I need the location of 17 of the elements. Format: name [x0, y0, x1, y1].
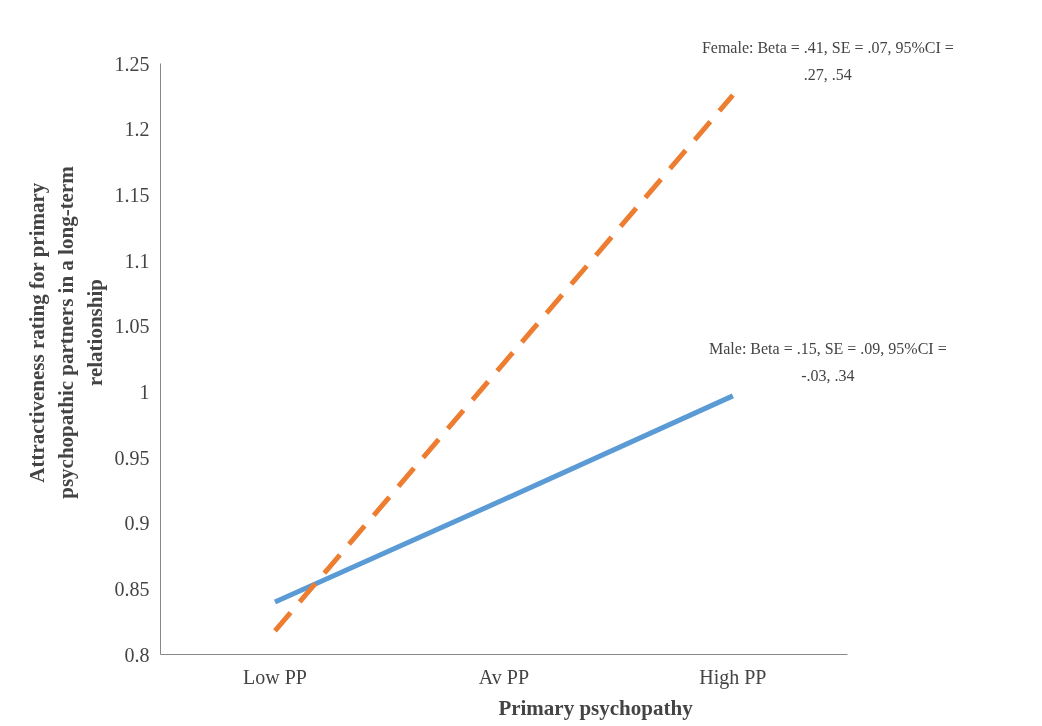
- x-tick-label: Low PP: [243, 665, 307, 688]
- y-tick-label: 1.05: [114, 315, 150, 338]
- y-tick-label: 1.15: [114, 183, 150, 206]
- x-tick-label: High PP: [699, 665, 767, 689]
- y-tick-label: 0.9: [124, 512, 150, 535]
- y-axis-title: Attractiveness rating for primary psychopathic partners in a long-term relationship: [24, 165, 107, 499]
- y-tick-label: 0.85: [114, 577, 150, 600]
- y-tick-label: 0.8: [124, 643, 150, 666]
- y-tick-label: 1.2: [124, 118, 150, 141]
- x-tick-label: Av PP: [478, 665, 530, 688]
- y-tick-label: 1: [139, 380, 150, 403]
- annotation: Female: Beta = .41, SE = .07, 95%CI = .27, .54: [701, 38, 954, 84]
- y-tick-label: 1.25: [114, 52, 150, 75]
- y-tick-label: 0.95: [114, 446, 150, 469]
- annotation: Male: Beta = .15, SE = .09, 95%CI = -.03, .34: [709, 339, 947, 384]
- y-tick-label: 1.1: [124, 249, 150, 272]
- x-axis-title: Primary psychopathy: [498, 695, 694, 720]
